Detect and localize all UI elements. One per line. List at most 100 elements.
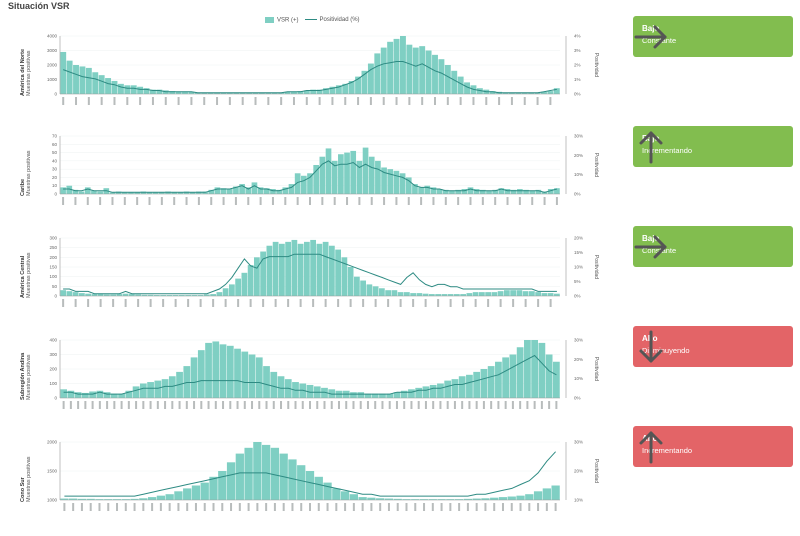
bar <box>360 280 366 296</box>
bar <box>437 383 444 398</box>
bar <box>447 294 454 296</box>
x-tick-mark <box>387 503 390 511</box>
bar <box>393 170 400 194</box>
x-tick-mark <box>106 401 109 409</box>
x-tick-mark <box>305 97 308 105</box>
x-tick-mark <box>337 401 340 409</box>
bar <box>412 47 419 94</box>
bar <box>372 286 379 296</box>
x-tick-mark <box>271 197 274 205</box>
bar <box>356 160 363 194</box>
region-chart: 400 300 200 100 0 30% 20% 10% 0% Positividad <box>49 338 599 409</box>
y2-axis-label: Positividad <box>593 53 599 77</box>
positivity-line <box>63 160 558 193</box>
x-tick-mark <box>381 401 384 409</box>
y2-tick-label: 30% <box>574 338 583 343</box>
status-card[interactable]: Bajo Constante <box>633 16 793 57</box>
x-tick-mark <box>494 197 497 205</box>
bar <box>85 67 92 94</box>
x-tick-mark <box>282 503 285 511</box>
bar <box>254 257 260 296</box>
x-tick-mark <box>318 97 321 105</box>
legend-item-line[interactable]: Positividad (%) <box>304 17 360 23</box>
status-card[interactable]: AltoDisminuyendo <box>633 326 793 367</box>
bar <box>393 38 400 94</box>
bar <box>272 241 279 296</box>
bar <box>422 386 430 398</box>
bar <box>375 160 381 194</box>
bar <box>408 389 415 398</box>
arrow-right-icon <box>634 235 667 259</box>
bar <box>219 344 227 398</box>
bar <box>253 442 262 500</box>
bar <box>182 91 188 94</box>
x-tick-mark <box>87 97 90 105</box>
bar <box>329 245 335 296</box>
y-tick-label: 1500 <box>47 469 58 474</box>
region-chart: 2000 1500 1000 30% 20% 10% Positividad <box>47 440 599 511</box>
bar <box>485 292 491 296</box>
bar <box>429 384 437 398</box>
x-tick-mark <box>292 97 295 105</box>
status-card[interactable]: Bajo Constante <box>633 226 793 267</box>
x-tick-mark <box>533 401 536 409</box>
x-tick-mark <box>410 401 413 409</box>
bar <box>335 249 341 296</box>
x-tick-mark <box>468 401 471 409</box>
bar <box>335 85 342 94</box>
bar <box>109 192 116 194</box>
bar <box>454 294 460 296</box>
bar <box>241 272 248 296</box>
x-tick-mark <box>280 97 283 105</box>
bar <box>110 393 118 398</box>
status-card[interactable]: AltoIncrementando <box>633 426 793 467</box>
x-tick-mark <box>259 197 262 205</box>
positivity-line <box>63 253 557 295</box>
y-tick-label: 4000 <box>47 34 58 39</box>
status-trend: Incrementando <box>642 146 693 155</box>
x-tick-mark <box>234 197 237 205</box>
bar <box>175 91 182 94</box>
bar <box>191 485 201 500</box>
x-tick-mark <box>274 299 277 307</box>
bar <box>331 160 338 194</box>
x-tick-mark <box>133 503 136 511</box>
bar <box>507 496 516 500</box>
bar <box>490 497 499 500</box>
bar <box>479 292 485 296</box>
x-tick-mark <box>362 299 365 307</box>
legend-item-bars[interactable]: VSR (+) <box>265 17 299 24</box>
x-tick-mark <box>526 401 529 409</box>
bar <box>467 187 474 194</box>
y2-tick-label: 20% <box>574 357 583 362</box>
bar <box>84 187 91 194</box>
bar <box>156 89 163 94</box>
arrow-shape <box>639 431 663 464</box>
bar <box>362 147 369 194</box>
chart-legend: VSR (+) Positividad (%) <box>265 17 360 24</box>
x-tick-mark <box>142 401 145 409</box>
x-tick-mark <box>229 401 232 409</box>
y-tick-label: 50 <box>52 284 58 289</box>
x-tick-mark <box>238 503 241 511</box>
bar <box>197 295 204 296</box>
y-tick-label: 1000 <box>47 77 58 82</box>
x-tick-mark <box>151 97 154 105</box>
x-tick-mark <box>136 197 139 205</box>
x-tick-mark <box>69 401 72 409</box>
x-tick-mark <box>75 97 78 105</box>
bar <box>441 294 448 296</box>
bar <box>111 80 118 94</box>
x-tick-mark <box>124 299 127 307</box>
status-level: Bajo <box>642 24 660 33</box>
bar <box>263 188 270 194</box>
y-tick-label: 300 <box>49 352 57 357</box>
bar <box>116 294 123 296</box>
status-card[interactable]: BajoIncrementando <box>633 126 793 167</box>
bar <box>524 340 531 398</box>
x-tick-mark <box>555 197 558 205</box>
bar <box>455 189 461 194</box>
x-tick-mark <box>137 299 140 307</box>
y-tick-label: 0 <box>54 92 57 97</box>
bar <box>316 89 323 94</box>
